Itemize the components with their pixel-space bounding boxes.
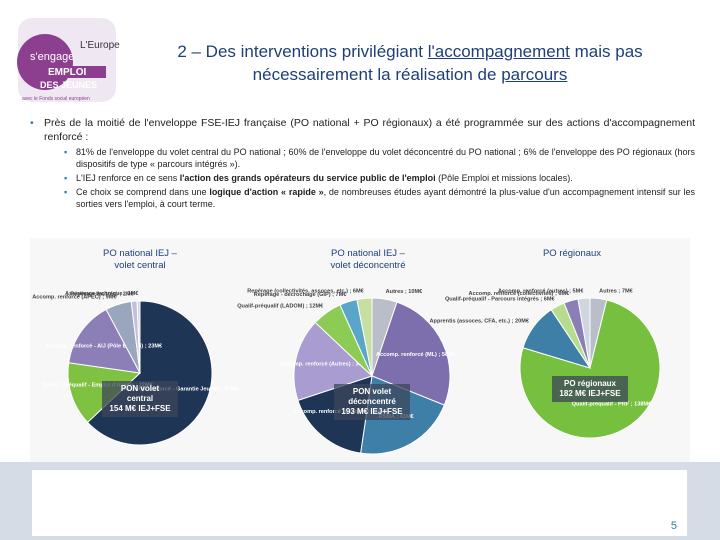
slice-label: Qualif-préqualif - Parcours intégrés ; 6… — [445, 297, 556, 303]
title: 2 – Des interventions privilégiant l'acc… — [130, 40, 690, 86]
sub-bullet: 81% de l'enveloppe du volet central du P… — [76, 147, 695, 169]
center-label: déconcentré — [348, 397, 396, 406]
title-part: l'accompagnement — [427, 42, 570, 61]
center-label: 182 M€ IEJ+FSE — [559, 389, 621, 398]
page-number: 5 — [670, 520, 677, 532]
slice-label: Qualif - préqualif - Emploi d'Avenir ; 2… — [42, 382, 153, 388]
logo-band — [36, 66, 106, 78]
chart-title: PO régionaux — [543, 248, 601, 259]
slice-label: Repérage (collectivités, assoces, etc.) … — [247, 288, 364, 294]
logo: L'Europe s'engage EMPLOI DES JEUNES avec… — [17, 18, 120, 102]
footer-box: 5 — [32, 470, 687, 536]
center-label: PON volet — [353, 387, 392, 396]
sub-bullet: Ce choix se comprend dans une — [76, 187, 210, 197]
pie-slice — [519, 299, 661, 439]
slice-label: Qualif-préqualif (LADOM) ; 12M€ — [237, 304, 324, 310]
pie-slice — [371, 301, 451, 406]
slice-label: Apprentis (assoces, CFA, etc.) ; 20M€ — [429, 319, 529, 325]
pie-slice — [577, 297, 591, 369]
chart-title: volet central — [114, 260, 165, 271]
bullet: Près de la moitié de l'enveloppe FSE-IEJ… — [44, 117, 695, 143]
center-label: PON volet — [121, 384, 160, 393]
pie-slice — [136, 300, 141, 374]
sub-bullet: L'IEJ renforce en ce sens — [76, 173, 180, 183]
center-label-box — [552, 376, 628, 402]
chart-title: PO national IEJ – — [331, 248, 406, 259]
title-part: parcours — [501, 65, 568, 84]
title-part: mais pas — [569, 42, 643, 61]
slice-label: Qualif-préqualif - PRF ; 138M€ — [572, 402, 652, 408]
center-label: 193 M€ IEJ+FSE — [341, 407, 403, 416]
logo-text: EMPLOI — [48, 67, 87, 78]
sub-bullet: , de nombreuses études ayant démontré la… — [76, 187, 696, 209]
logo-text: avec le Fonds social européen — [22, 96, 90, 102]
title-part: 2 – Des interventions privilégiant — [177, 42, 428, 61]
slice-label: Assistance technique ; 1M€ — [65, 291, 139, 297]
slice-label: Repérage (autres) ; 2M€ — [70, 291, 134, 297]
logo-text: DES JEUNES — [40, 80, 97, 90]
slice-label: Repérage - décrochage (GIP) ; 7M€ — [254, 292, 348, 298]
chart-title: PO national IEJ – — [103, 248, 178, 259]
body-text: • Près de la moitié de l'enveloppe FSE-IE… — [30, 117, 696, 209]
slice-label: Accomp. renforcé (APEC) ; 9M€ — [32, 295, 117, 301]
center-label: central — [127, 394, 153, 403]
title-part: nécessairement la réalisation de — [252, 65, 502, 84]
slice-label: Accomp. renforcé - AIJ (Pôle Emploi) ; 2… — [45, 343, 163, 349]
slice-label: Accomp. renforcé - Garantie Jeunes ; 97M… — [123, 387, 239, 393]
logo-text: s'engage — [30, 51, 74, 63]
slice-label: Autres ; 10M€ — [386, 289, 424, 295]
slice-label: Accomp. renforcé (collectivités) ; 6M€ — [469, 291, 571, 297]
pie-slice — [293, 321, 373, 401]
center-label-box — [102, 381, 178, 417]
sub-bullet-bold: logique d'action « rapide » — [209, 187, 324, 197]
center-label-box — [334, 384, 410, 420]
slice-label: Accomp. renforcé (autres) ; 5M€ — [498, 288, 584, 294]
pie-slice — [68, 308, 141, 374]
slice-label: Accomp. renforcé (Autres) ; 33M€ — [280, 361, 370, 367]
sub-bullet: (Pôle Emploi et missions locales). — [435, 173, 573, 183]
slice-label: Autres ; 7M€ — [599, 289, 633, 295]
center-label: PO régionaux — [564, 379, 617, 388]
slice-label: Accomp. renforcé (ML) ; 50M€ — [376, 352, 457, 358]
sub-bullet-bold: l'action des grands opérateurs du servic… — [179, 173, 436, 183]
chart-title: volet déconcentré — [331, 260, 406, 271]
center-label: 154 M€ IEJ+FSE — [109, 404, 171, 413]
pie-slice — [356, 297, 373, 377]
logo-text: L'Europe — [80, 40, 120, 51]
